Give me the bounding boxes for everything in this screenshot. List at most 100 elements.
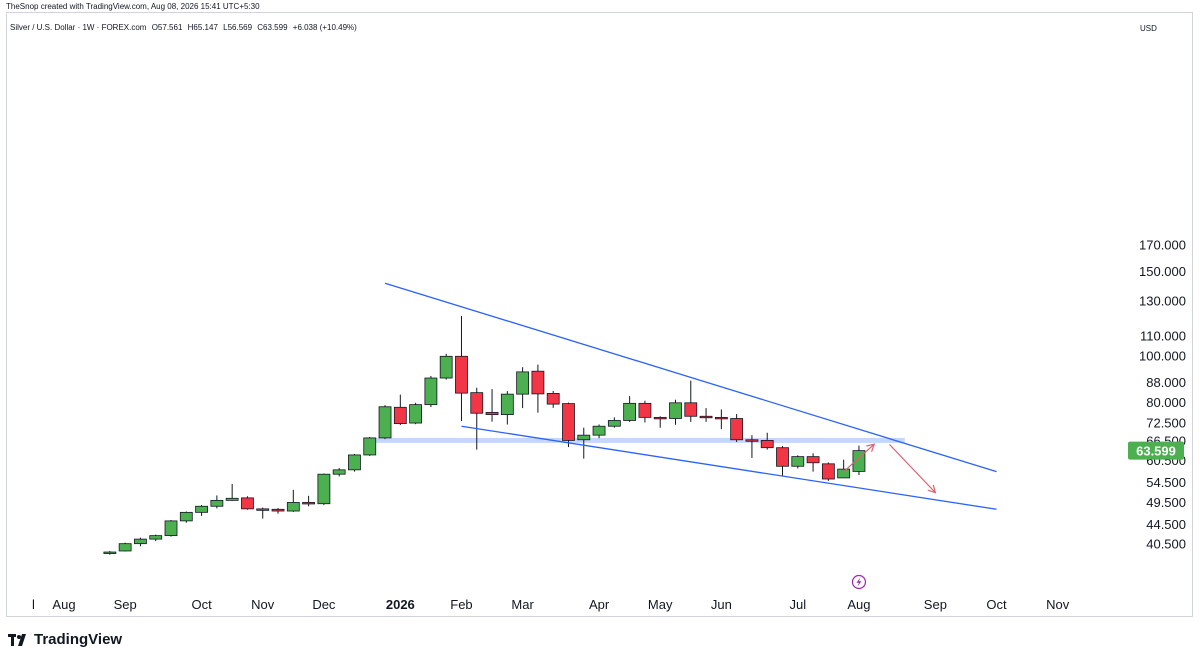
lightning-icon[interactable] bbox=[851, 574, 867, 590]
lightning-icon-bolt bbox=[856, 577, 862, 587]
candle bbox=[500, 391, 514, 425]
lower-trendline bbox=[461, 425, 997, 510]
y-tick-label: 80.000 bbox=[1146, 395, 1186, 410]
x-tick-label: Jun bbox=[711, 597, 732, 612]
candle bbox=[164, 519, 178, 537]
candle-body bbox=[485, 412, 499, 416]
y-tick-label: 100.000 bbox=[1139, 348, 1186, 363]
candle-body bbox=[470, 392, 484, 414]
candle-body bbox=[393, 406, 407, 425]
candle bbox=[607, 417, 621, 428]
x-tick-label: May bbox=[648, 597, 673, 612]
candle-body bbox=[500, 393, 514, 416]
candle bbox=[470, 387, 484, 450]
candle-body bbox=[745, 439, 759, 442]
candle-body bbox=[409, 404, 423, 424]
x-tick-label: Aug bbox=[52, 597, 75, 612]
fall-arrow bbox=[889, 444, 937, 494]
candle-body bbox=[210, 499, 224, 507]
candle-body bbox=[638, 402, 652, 418]
rise-arrow-head bbox=[866, 443, 876, 452]
candle bbox=[210, 495, 224, 509]
candle bbox=[134, 537, 147, 547]
candle bbox=[317, 473, 331, 505]
legend-low: L56.569 bbox=[223, 23, 253, 32]
candle bbox=[409, 402, 423, 425]
candle bbox=[669, 399, 682, 425]
candle bbox=[393, 394, 407, 426]
candle bbox=[332, 468, 346, 477]
candle bbox=[302, 495, 315, 507]
x-tick-label: Nov bbox=[1046, 597, 1070, 612]
candle-body bbox=[699, 415, 713, 419]
x-tick-label: Mar bbox=[511, 597, 534, 612]
candle-body bbox=[714, 416, 728, 420]
legend-open: O57.561 bbox=[151, 23, 183, 32]
candle bbox=[592, 424, 606, 439]
credit-text: TheSnop created with TradingView.com, Au… bbox=[6, 2, 260, 11]
candle bbox=[348, 453, 361, 472]
currency-label: USD bbox=[1140, 24, 1157, 33]
candle bbox=[684, 380, 698, 422]
candle-body bbox=[149, 535, 163, 540]
candle-body bbox=[531, 370, 545, 395]
candle bbox=[363, 436, 377, 456]
x-tick-label: 2026 bbox=[386, 597, 415, 612]
x-tick-label: Aug bbox=[847, 597, 870, 612]
candle bbox=[821, 462, 835, 481]
rise-arrow-shaft bbox=[843, 443, 875, 473]
candle-body bbox=[821, 463, 835, 480]
candle bbox=[577, 427, 591, 459]
candle bbox=[439, 353, 453, 380]
tradingview-logo-icon bbox=[8, 633, 30, 647]
candle-body bbox=[760, 439, 774, 449]
candle-body bbox=[607, 420, 621, 427]
candle-body bbox=[179, 511, 193, 522]
candle bbox=[745, 435, 759, 458]
y-tick-label: 40.500 bbox=[1146, 537, 1186, 552]
x-tick-label: Apr bbox=[589, 597, 610, 612]
candle-body bbox=[837, 468, 851, 479]
candle-body bbox=[684, 402, 698, 417]
candle bbox=[638, 400, 652, 423]
candle-body bbox=[791, 456, 805, 467]
candle-body bbox=[455, 355, 468, 394]
candle bbox=[149, 534, 163, 542]
rise-arrow bbox=[843, 443, 876, 473]
candle-body bbox=[806, 456, 820, 464]
legend-symbol: Silver / U.S. Dollar · 1W · FOREX.com bbox=[10, 23, 147, 32]
candle bbox=[103, 550, 117, 555]
candle bbox=[225, 483, 239, 501]
candle bbox=[699, 408, 713, 422]
x-tick-label: Oct bbox=[986, 597, 1007, 612]
candle bbox=[653, 416, 667, 428]
candle-body bbox=[348, 454, 361, 471]
candle-body bbox=[653, 416, 667, 420]
chart-border bbox=[6, 12, 1193, 617]
candle bbox=[195, 504, 208, 516]
brand-name: TradingView bbox=[34, 631, 123, 648]
candle-body bbox=[577, 434, 591, 441]
candle-body bbox=[271, 508, 285, 512]
candle-body bbox=[776, 447, 789, 467]
legend-change: +6.038 (+10.49%) bbox=[292, 23, 357, 32]
candle-body bbox=[378, 406, 392, 439]
x-tick-label: Jul bbox=[789, 597, 806, 612]
x-tick-label: Sep bbox=[924, 597, 947, 612]
y-tick-label: 54.500 bbox=[1146, 475, 1186, 490]
y-tick-label: 110.000 bbox=[1140, 328, 1186, 343]
candle-body bbox=[516, 371, 530, 395]
candle-body bbox=[730, 418, 744, 441]
candle bbox=[837, 459, 851, 479]
x-tick-label: Feb bbox=[450, 597, 472, 612]
candle bbox=[424, 375, 438, 408]
candle bbox=[730, 414, 744, 442]
candle bbox=[852, 445, 866, 476]
candle bbox=[623, 396, 637, 422]
candle-body bbox=[562, 403, 575, 441]
tradingview-brand[interactable]: TradingView bbox=[8, 631, 122, 648]
candle-body bbox=[546, 392, 560, 405]
x-tick-label: Nov bbox=[251, 597, 275, 612]
upper-trendline bbox=[384, 282, 997, 473]
